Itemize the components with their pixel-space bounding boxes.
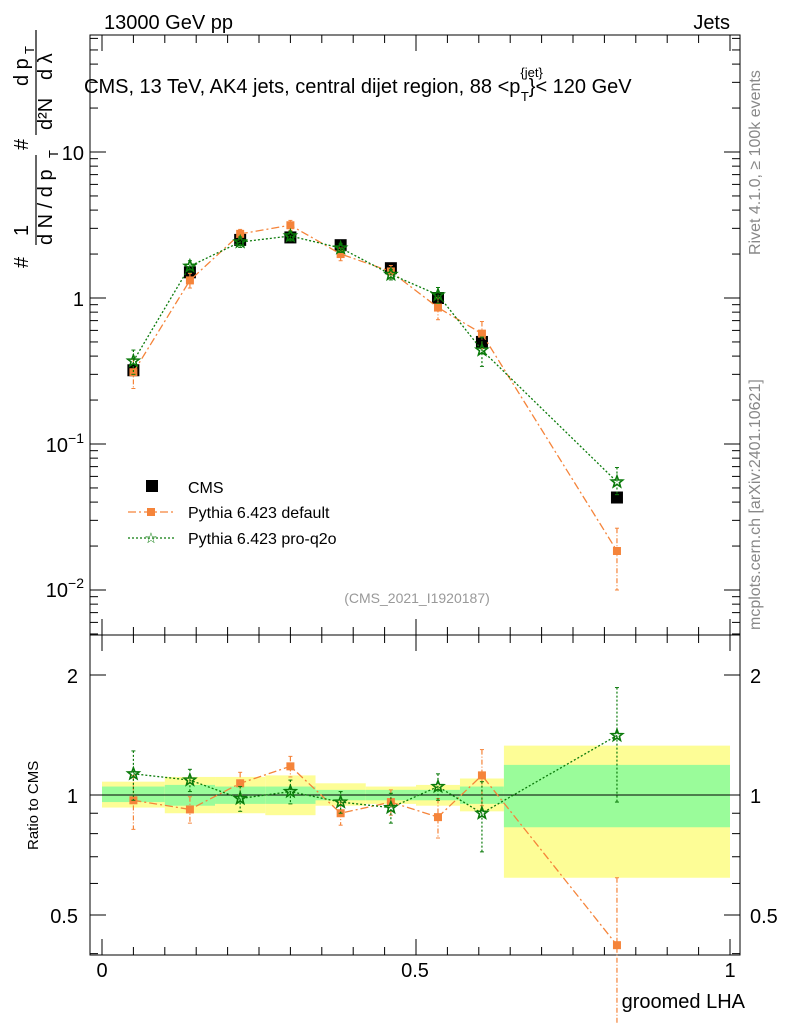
ylabel-t2: T	[22, 46, 37, 54]
ylabel-d2n: d²N	[35, 98, 57, 130]
ratio-proq2o-point	[125, 765, 142, 781]
ratio-default-point	[185, 805, 194, 814]
legend-label-default: Pythia 6.423 default	[188, 505, 330, 522]
ratio-data-marks	[125, 687, 625, 1024]
main-axis-ticks	[90, 35, 740, 635]
plot-title-main: CMS, 13 TeV, AK4 jets, central dijet reg…	[84, 76, 520, 98]
x-tick-labels: 0 0.5 1	[96, 960, 735, 982]
ratio-proq2o-point	[609, 727, 625, 743]
ratio-ylabel: Ratio to CMS	[25, 761, 42, 850]
side-text-top: Rivet 4.1.0, ≥ 100k events	[747, 70, 764, 255]
main-default-point	[286, 221, 295, 230]
plot-title-sub: T	[521, 89, 529, 104]
main-proq2o-line	[132, 235, 618, 483]
main-default-line	[132, 224, 618, 552]
ylabel-t1: T	[46, 150, 61, 158]
analysis-id: (CMS_2021_I1920187)	[344, 590, 490, 606]
ratio-ytick-0.5-right: 0.5	[750, 906, 778, 928]
ratio-band-green-0	[102, 786, 165, 803]
ratio-default-point	[477, 771, 486, 780]
main-default-point	[336, 250, 345, 259]
ytick-label-1: 1	[73, 289, 84, 311]
xtick-0: 0	[96, 960, 107, 982]
ratio-ytick-0.5: 0.5	[50, 906, 78, 928]
main-data-marks	[125, 219, 625, 591]
ytick-label-1e-2: 10−2	[46, 575, 84, 602]
ratio-proq2o-point	[182, 771, 198, 787]
main-default-point	[386, 267, 395, 276]
ratio-default-point	[286, 762, 295, 771]
legend: CMS Pythia 6.423 default ☆ Pythia 6.423 …	[128, 480, 337, 548]
ratio-proq2o-point	[383, 799, 399, 815]
ratio-proq2o-point	[332, 793, 349, 809]
ylabel-hash-2: #	[11, 138, 33, 150]
main-proq2o-point	[232, 233, 249, 249]
main-proq2o-point	[609, 473, 625, 489]
main-proq2o-point	[383, 266, 399, 282]
main-proq2o-point	[182, 257, 198, 273]
ratio-default-point	[236, 779, 245, 788]
ratio-proq2o-line	[133, 734, 618, 814]
ylabel-dpt: d p	[11, 58, 33, 86]
header-right: Jets	[693, 12, 730, 34]
ratio-proq2o-point	[232, 790, 249, 806]
xtick-0.5: 0.5	[401, 960, 429, 982]
legend-proq2o-marker: ☆	[144, 530, 157, 547]
ratio-y-tick-labels: 0.5 1 2 0.5 1 2	[50, 666, 778, 928]
ratio-default-point	[612, 941, 621, 950]
main-proq2o-point	[474, 341, 490, 357]
ylabel-dlambda: d λ	[35, 53, 57, 80]
main-proq2o-point	[282, 227, 299, 243]
main-y-tick-labels: 10−2 10−1 1 10	[46, 143, 84, 602]
legend-label-cms: CMS	[188, 480, 224, 497]
legend-default-marker	[147, 508, 155, 516]
header-left: 13000 GeV pp	[104, 12, 233, 34]
plot-title-sup: {jet}	[520, 65, 543, 80]
ratio-proq2o-point	[430, 778, 446, 794]
ytick-label-10: 10	[62, 143, 84, 165]
main-proq2o-point	[125, 352, 142, 368]
plot-title: CMS, 13 TeV, AK4 jets, central dijet reg…	[84, 65, 632, 104]
xtick-1: 1	[724, 960, 735, 982]
ratio-ytick-2: 2	[67, 666, 78, 688]
main-proq2o-point	[430, 286, 446, 302]
ratio-default-point	[433, 813, 442, 822]
main-proq2o-point	[332, 239, 349, 255]
ratio-proq2o-point	[282, 783, 299, 799]
ratio-bands	[102, 745, 730, 878]
ylabel-dn: d N / d p	[35, 169, 57, 245]
ratio-ytick-1: 1	[67, 786, 78, 808]
main-default-point	[477, 329, 486, 338]
main-cms-point	[610, 491, 623, 504]
ratio-proq2o-point	[474, 804, 490, 820]
main-default-point	[612, 546, 621, 555]
plot-title-end: }< 120 GeV	[529, 76, 633, 98]
ratio-ytick-2-right: 2	[750, 666, 761, 688]
main-default-point	[433, 303, 442, 312]
ylabel-hash-1: #	[11, 256, 33, 268]
side-text-bottom: mcplots.cern.ch [arXiv:2401.10621]	[747, 379, 764, 630]
main-default-point	[185, 276, 194, 285]
x-axis-label: groomed LHA	[622, 991, 746, 1013]
ylabel-one: 1	[11, 225, 33, 236]
main-default-point	[129, 368, 138, 377]
legend-label-proq2o: Pythia 6.423 pro-q2o	[188, 531, 337, 548]
ratio-axis-ticks	[90, 635, 740, 955]
main-ylabel: # 1 d N / d p T # d²N d p T d λ	[11, 30, 61, 268]
legend-cms-marker	[146, 480, 158, 492]
ratio-ytick-1-right: 1	[750, 786, 761, 808]
ytick-label-1e-1: 10−1	[46, 430, 84, 457]
main-default-point	[236, 229, 245, 238]
